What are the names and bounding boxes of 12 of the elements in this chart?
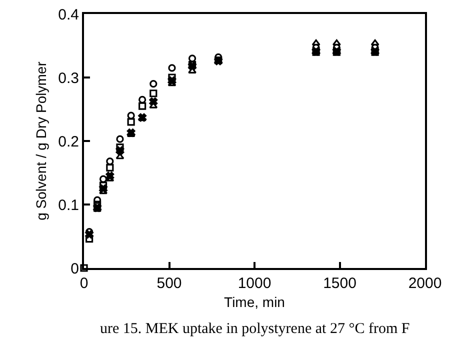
x-tick-label: 1000 (238, 275, 272, 292)
x-tick-label: 500 (156, 275, 182, 292)
text: ure 15. MEK uptake in polystyrene at 27 °C from F (100, 321, 410, 337)
y-tick-label: 0.1 (58, 196, 79, 214)
x-tick-label: 2000 (408, 275, 442, 292)
y-tick-label: 0.3 (58, 70, 79, 87)
y-tick-label: 0.2 (58, 133, 79, 150)
x-tick-label: 1500 (323, 275, 356, 292)
y-tick-label: 0.4 (58, 6, 79, 24)
y-tick-label: 0 (70, 260, 79, 278)
x-axis-title: Time, min (224, 294, 285, 310)
y-axis-title: g Solvent / g Dry Polymer (33, 61, 50, 220)
